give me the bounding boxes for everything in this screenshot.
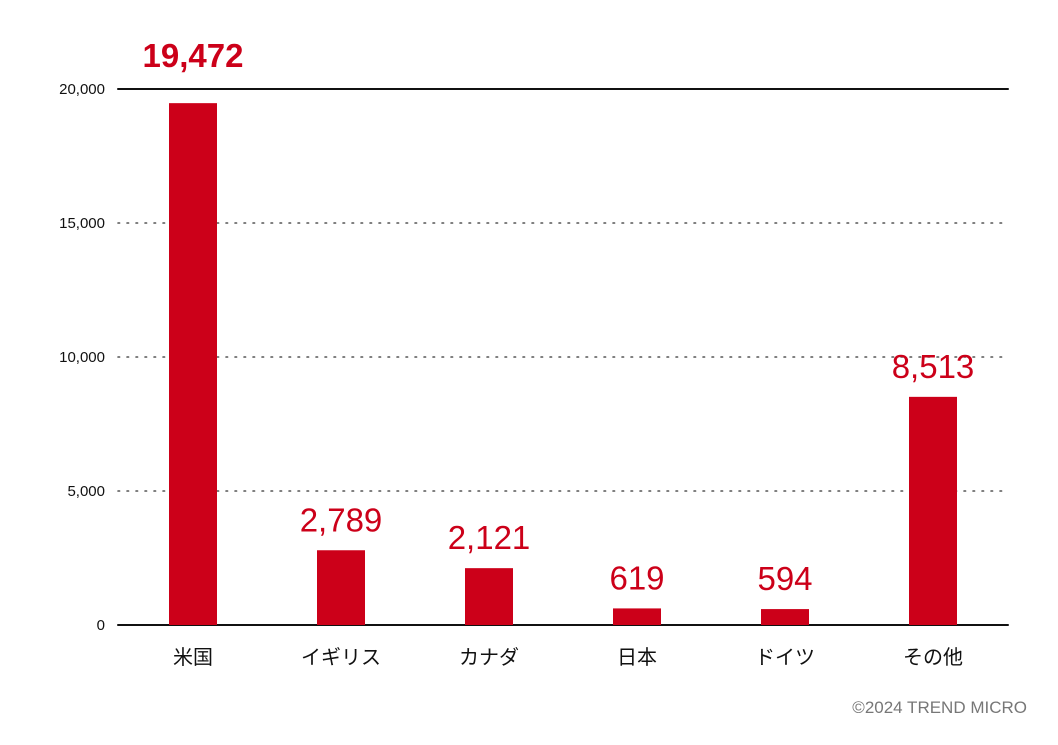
y-tick-label: 20,000 (59, 81, 105, 98)
x-tick-label: カナダ (459, 645, 519, 669)
data-label: 19,472 (143, 37, 244, 74)
x-tick-label: 日本 (617, 645, 657, 669)
grid-layer (117, 88, 1009, 626)
y-tick-label: 0 (97, 617, 105, 634)
bar (317, 550, 365, 625)
bar (169, 103, 217, 626)
x-tick-label: ドイツ (755, 645, 815, 669)
bar (465, 568, 513, 625)
copyright-text: ©2024 TREND MICRO (852, 698, 1027, 717)
y-tick-label: 5,000 (67, 483, 105, 500)
x-tick-label: 米国 (173, 645, 213, 669)
bar (613, 608, 661, 625)
x-tick-label: イギリス (301, 645, 381, 669)
bar (909, 396, 957, 625)
data-label: 619 (609, 559, 664, 596)
x-tick-label: その他 (903, 645, 963, 669)
label-layer: 0 5,000 10,000 15,000 20,000 19,472 米国 2,789 イギリ… (59, 37, 974, 669)
data-label: 2,121 (448, 519, 531, 556)
data-label: 594 (757, 560, 812, 597)
bar (761, 609, 809, 625)
y-tick-label: 15,000 (59, 215, 105, 232)
data-label: 2,789 (300, 501, 383, 538)
bar-layer (169, 103, 957, 626)
data-label: 8,513 (892, 348, 975, 385)
y-tick-label: 10,000 (59, 349, 105, 366)
